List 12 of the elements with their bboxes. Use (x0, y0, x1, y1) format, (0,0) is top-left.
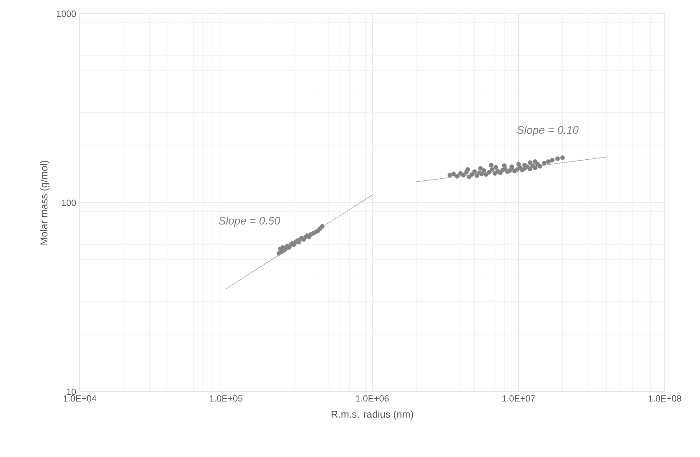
annotation: Slope = 0.10 (517, 126, 579, 136)
x-tick-label: 1.0E+06 (356, 396, 389, 402)
x-tick-label: 1.0E+07 (502, 396, 536, 402)
x-tick-label: 1.0E+05 (210, 396, 243, 402)
x-axis-title: R.m.s. radius (nm) (332, 410, 414, 420)
x-tick-label: 1.0E+04 (64, 396, 97, 402)
y-tick-label: 1000 (57, 10, 76, 18)
y-axis-title: Molar mass (g/mol) (40, 161, 50, 245)
annotation: Slope = 0.50 (219, 216, 280, 227)
x-tick-label: 1.0E+08 (648, 396, 682, 402)
y-tick-label: 10 (67, 388, 76, 396)
y-tick-label: 100 (62, 200, 76, 206)
